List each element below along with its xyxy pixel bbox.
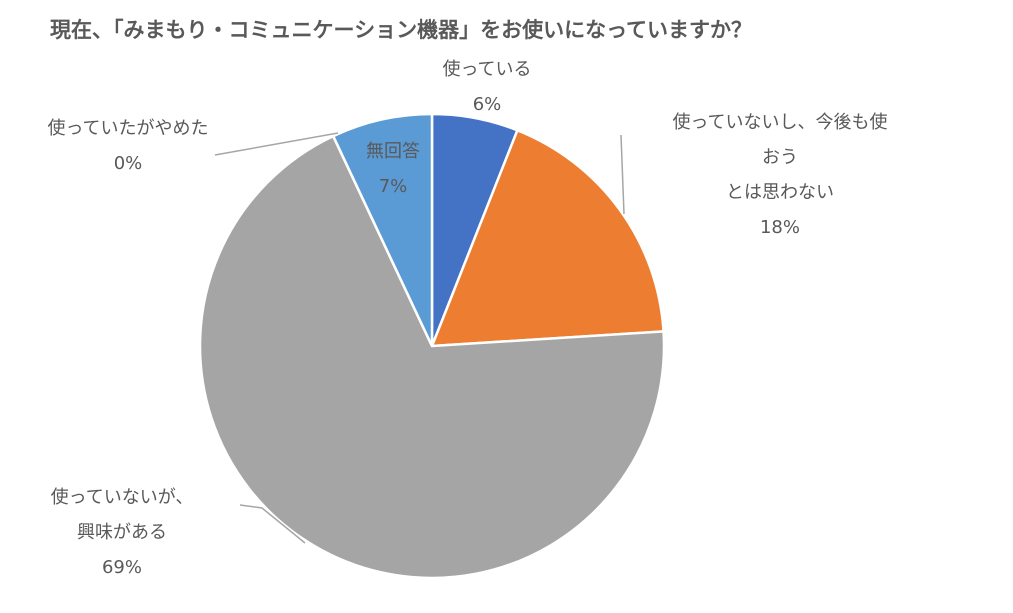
leader-line: [214, 132, 339, 156]
data-label: 無回答 7%: [366, 134, 420, 204]
category-label: 使っていたがやめた: [47, 118, 209, 139]
value-label: 18%: [759, 217, 800, 238]
data-label: 使っていたがやめた 0%: [47, 111, 208, 181]
pie-slice: [198, 134, 666, 580]
category-label: 使っている: [442, 59, 532, 80]
data-label: 使っていないが、 興味がある 69%: [51, 480, 194, 585]
value-label: 69%: [101, 557, 142, 578]
category-label: 無回答: [366, 141, 420, 162]
data-label: 使っている 6%: [442, 52, 531, 122]
value-label: 0%: [113, 153, 143, 174]
category-label: 使っていないが、 興味がある: [50, 487, 194, 543]
chart-title: 現在、「みまもり・コミュニケーション機器」をお使いになっていますか？: [50, 18, 753, 42]
value-label: 6%: [472, 94, 502, 115]
value-label: 7%: [378, 176, 408, 197]
pie-slice: [331, 112, 434, 347]
data-label: 使っていないし、今後も使おう とは思わない 18%: [664, 105, 897, 245]
pie-slice: [430, 128, 665, 348]
category-label: 使っていないし、今後も使おう とは思わない: [672, 112, 888, 203]
leader-line: [620, 134, 625, 215]
leader-line: [239, 504, 306, 544]
